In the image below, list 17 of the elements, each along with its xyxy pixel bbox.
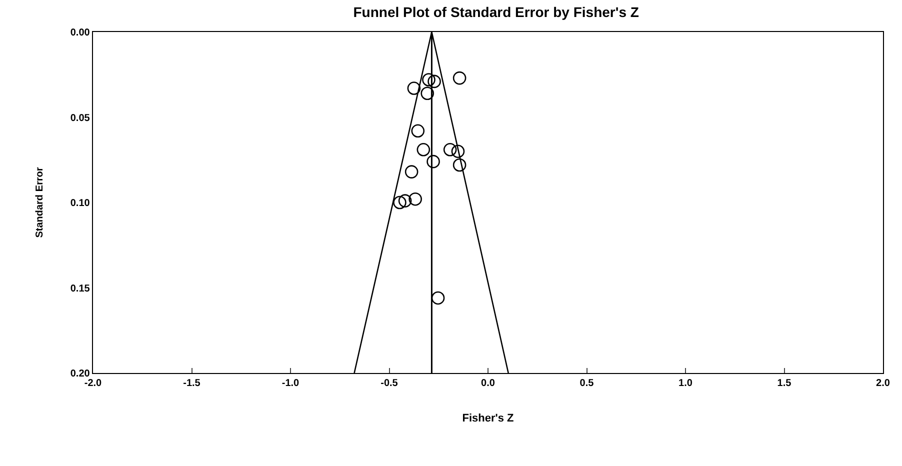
y-tick-label: 0.05 [70, 112, 90, 124]
x-tick-label: -0.5 [380, 378, 398, 390]
x-tick-label: -1.0 [282, 378, 300, 390]
x-tick-label: 1.0 [678, 378, 693, 390]
x-tick-label: -1.5 [183, 378, 201, 390]
x-tick-label: 0.0 [481, 378, 496, 390]
x-tick-label: 0.5 [580, 378, 594, 390]
y-tick-label: 0.10 [70, 198, 90, 209]
chart-title: Funnel Plot of Standard Error by Fisher's Z [353, 4, 640, 20]
y-tick-label: 0.20 [70, 368, 90, 380]
y-tick-label: 0.15 [70, 283, 90, 294]
x-tick-label: 2.0 [876, 378, 890, 390]
x-tick-label: 1.5 [777, 378, 792, 390]
x-axis-title: Fisher's Z [462, 412, 514, 424]
y-axis-title: Standard Error [34, 167, 46, 238]
y-tick-label: 0.00 [70, 28, 90, 38]
x-tick-label: -2.0 [84, 378, 102, 390]
